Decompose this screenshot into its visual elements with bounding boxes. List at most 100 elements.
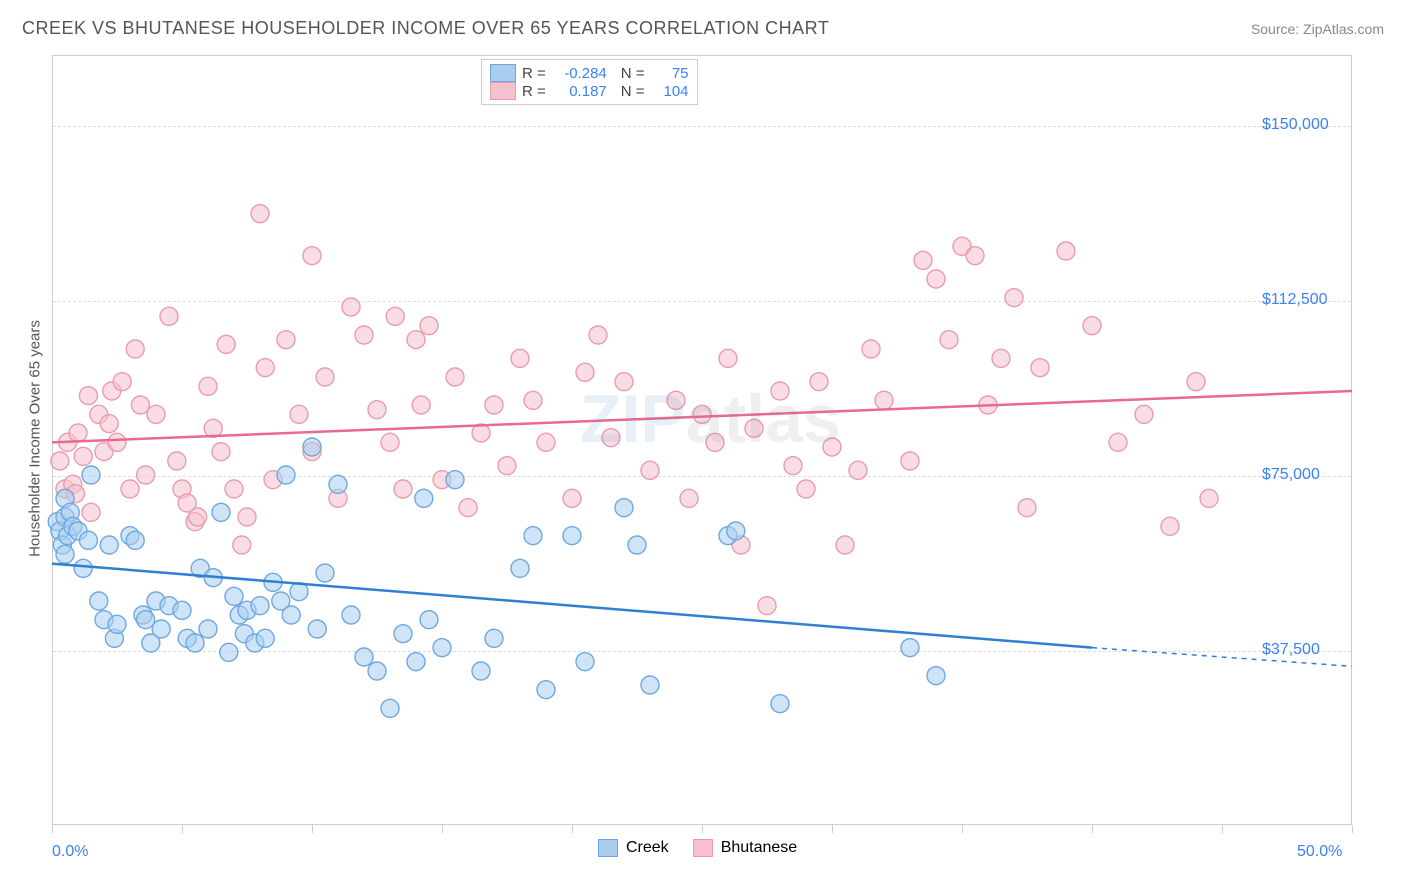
data-point xyxy=(238,508,256,526)
n-value: 75 xyxy=(651,65,689,82)
data-point xyxy=(407,653,425,671)
data-point xyxy=(485,629,503,647)
data-point xyxy=(355,326,373,344)
data-point xyxy=(82,503,100,521)
y-tick-label: $112,500 xyxy=(1262,291,1328,309)
data-point xyxy=(308,620,326,638)
data-point xyxy=(394,480,412,498)
data-point xyxy=(225,480,243,498)
data-point xyxy=(537,681,555,699)
data-point xyxy=(394,625,412,643)
data-point xyxy=(152,620,170,638)
legend-label: Bhutanese xyxy=(721,839,798,857)
data-point xyxy=(277,331,295,349)
x-tick xyxy=(702,825,703,833)
data-point xyxy=(641,676,659,694)
legend-item: Bhutanese xyxy=(693,839,798,857)
data-point xyxy=(914,251,932,269)
data-point xyxy=(69,424,87,442)
data-point xyxy=(693,405,711,423)
data-point xyxy=(74,447,92,465)
data-point xyxy=(927,270,945,288)
data-point xyxy=(576,363,594,381)
data-point xyxy=(810,373,828,391)
x-tick xyxy=(832,825,833,833)
x-tick xyxy=(442,825,443,833)
r-value: -0.284 xyxy=(552,65,607,82)
n-value: 104 xyxy=(651,83,689,100)
data-point xyxy=(849,461,867,479)
data-point xyxy=(290,405,308,423)
n-label: N = xyxy=(621,65,645,82)
data-point xyxy=(433,639,451,657)
n-label: N = xyxy=(621,83,645,100)
x-tick-label: 50.0% xyxy=(1297,843,1342,861)
data-point xyxy=(79,531,97,549)
data-point xyxy=(901,452,919,470)
data-point xyxy=(368,401,386,419)
data-point xyxy=(342,298,360,316)
data-point xyxy=(131,396,149,414)
data-point xyxy=(836,536,854,554)
data-point xyxy=(758,597,776,615)
data-point xyxy=(256,359,274,377)
data-point xyxy=(100,536,118,554)
data-point xyxy=(927,667,945,685)
data-point xyxy=(233,536,251,554)
x-tick xyxy=(52,825,53,833)
data-point xyxy=(126,531,144,549)
data-point xyxy=(862,340,880,358)
data-point xyxy=(797,480,815,498)
data-point xyxy=(220,643,238,661)
data-point xyxy=(1083,317,1101,335)
data-point xyxy=(1187,373,1205,391)
data-point xyxy=(147,405,165,423)
data-point xyxy=(137,466,155,484)
trend-line xyxy=(52,391,1352,442)
chart-source: Source: ZipAtlas.com xyxy=(1251,21,1384,37)
x-tick xyxy=(962,825,963,833)
data-point xyxy=(446,471,464,489)
data-point xyxy=(727,522,745,540)
legend-item: Creek xyxy=(598,839,669,857)
data-point xyxy=(137,611,155,629)
data-point xyxy=(745,419,763,437)
data-point xyxy=(217,335,235,353)
data-point xyxy=(420,317,438,335)
data-point xyxy=(342,606,360,624)
data-point xyxy=(189,508,207,526)
y-axis-label: Householder Income Over 65 years xyxy=(27,314,44,564)
data-point xyxy=(498,457,516,475)
correlation-row: R =0.187N =104 xyxy=(490,82,689,100)
data-point xyxy=(82,466,100,484)
correlation-legend: R =-0.284N =75R =0.187N =104 xyxy=(481,59,698,105)
data-point xyxy=(225,587,243,605)
data-point xyxy=(277,466,295,484)
data-point xyxy=(875,391,893,409)
data-point xyxy=(1005,289,1023,307)
data-point xyxy=(251,205,269,223)
data-point xyxy=(1161,517,1179,535)
data-point xyxy=(992,349,1010,367)
data-point xyxy=(256,629,274,647)
r-label: R = xyxy=(522,65,546,82)
data-point xyxy=(56,545,74,563)
data-point xyxy=(212,503,230,521)
legend-swatch xyxy=(490,64,516,82)
data-point xyxy=(381,433,399,451)
legend-swatch xyxy=(693,839,713,857)
data-point xyxy=(537,433,555,451)
data-point xyxy=(641,461,659,479)
x-tick xyxy=(312,825,313,833)
legend-swatch xyxy=(490,82,516,100)
data-point xyxy=(186,634,204,652)
data-point xyxy=(771,695,789,713)
data-point xyxy=(472,662,490,680)
chart-header: CREEK VS BHUTANESE HOUSEHOLDER INCOME OV… xyxy=(22,18,1384,39)
data-point xyxy=(563,489,581,507)
data-point xyxy=(615,499,633,517)
data-point xyxy=(126,340,144,358)
data-point xyxy=(576,653,594,671)
data-point xyxy=(303,247,321,265)
data-point xyxy=(589,326,607,344)
